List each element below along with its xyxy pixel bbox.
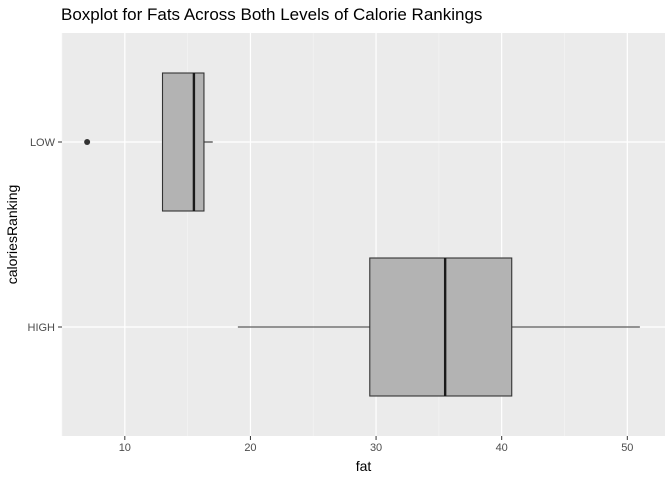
- x-tick-label: 30: [370, 442, 382, 454]
- x-tick-label: 10: [119, 442, 131, 454]
- x-axis-title: fat: [356, 458, 372, 474]
- iqr-box: [161, 72, 205, 212]
- iqr-box: [369, 257, 513, 397]
- x-tick-label: 50: [621, 442, 633, 454]
- chart-title: Boxplot for Fats Across Both Levels of C…: [61, 5, 483, 24]
- x-axis: 10 20 30 40 50: [119, 436, 633, 454]
- x-tick-label: 20: [244, 442, 256, 454]
- y-axis-title: caloriesRanking: [4, 185, 20, 285]
- plot-panel: [62, 33, 665, 436]
- outlier-point: [84, 139, 91, 145]
- box-low: [84, 72, 213, 212]
- x-tick-label: 40: [496, 442, 508, 454]
- box-high: [237, 257, 640, 397]
- boxes-layer: [84, 72, 640, 397]
- y-axis: LOW HIGH: [28, 137, 62, 334]
- y-tick-label: HIGH: [28, 322, 56, 334]
- y-tick-label: LOW: [30, 137, 56, 149]
